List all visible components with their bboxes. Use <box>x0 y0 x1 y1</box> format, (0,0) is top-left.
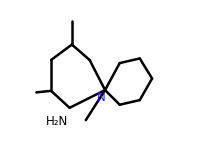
Text: N: N <box>97 90 106 103</box>
Text: H₂N: H₂N <box>46 115 68 128</box>
